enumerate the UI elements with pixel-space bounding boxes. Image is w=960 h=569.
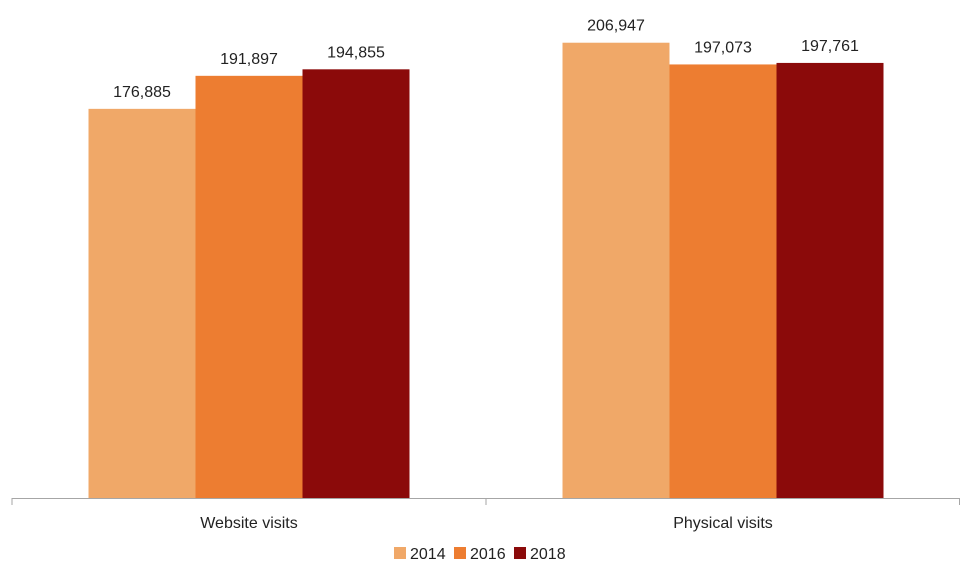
bar-2016-physical-visits <box>669 64 777 499</box>
value-label: 206,947 <box>587 18 645 35</box>
legend-swatch <box>454 547 466 559</box>
legend-swatch <box>394 547 406 559</box>
value-label: 197,073 <box>694 39 752 56</box>
category-label: Website visits <box>200 515 298 532</box>
legend-label: 2014 <box>410 546 446 563</box>
value-labels-group: 176,885 191,897 194,855 206,947 197,073 197,7… <box>113 18 859 101</box>
legend-swatch <box>514 547 526 559</box>
bar-2018-physical-visits <box>776 62 884 498</box>
legend-label: 2016 <box>470 546 506 563</box>
value-label: 197,761 <box>801 38 859 55</box>
bar-2014-website-visits <box>88 108 196 498</box>
category-labels-group: Website visits Physical visits <box>200 515 773 532</box>
bar-2016-website-visits <box>195 75 303 498</box>
legend-label: 2018 <box>530 546 566 563</box>
legend: 2014 2016 2018 <box>394 546 566 563</box>
category-label: Physical visits <box>673 515 773 532</box>
value-label: 191,897 <box>220 51 278 68</box>
bars-group <box>88 42 884 499</box>
bar-2018-website-visits <box>302 69 410 498</box>
bar-2014-physical-visits <box>562 42 670 498</box>
value-label: 194,855 <box>327 44 385 61</box>
x-axis-ticks <box>11 498 960 505</box>
value-label: 176,885 <box>113 84 171 101</box>
